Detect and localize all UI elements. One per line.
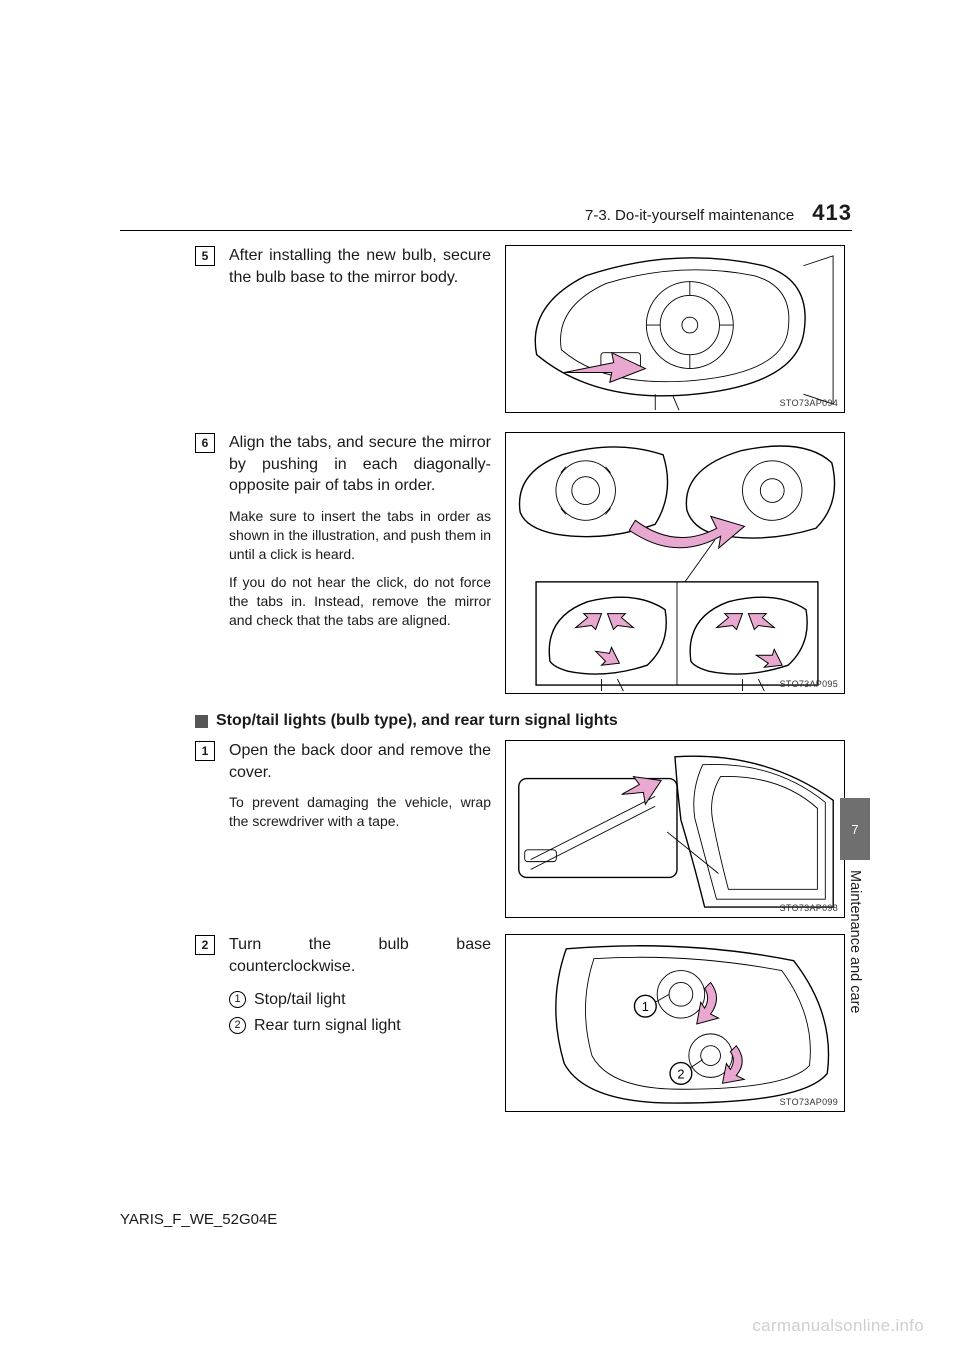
chapter-title-vertical: Maintenance and care xyxy=(840,870,870,1080)
diagram-code: STO73AP095 xyxy=(780,679,838,689)
diagram: 1 2 STO73AP099 xyxy=(505,934,845,1112)
step-illustration: STO73AP098 xyxy=(505,740,845,918)
page-header: 7-3. Do-it-yourself maintenance 413 xyxy=(120,200,852,226)
chapter-title: Maintenance and care xyxy=(847,870,863,1014)
subsection-title: Stop/tail lights (bulb type), and rear t… xyxy=(216,712,618,730)
step-body: Align the tabs, and secure the mirror by… xyxy=(229,432,491,497)
diagram-code: STO73AP099 xyxy=(780,1097,838,1107)
diagram-code: STO73AP094 xyxy=(780,398,838,408)
step-illustration: 1 2 STO73AP099 xyxy=(505,934,845,1112)
step-text: Open the back door and remove the cover.… xyxy=(229,740,491,918)
subsection-heading: Stop/tail lights (bulb type), and rear t… xyxy=(195,712,845,730)
step-text: Turn the bulb base counterclockwise. 1 S… xyxy=(229,934,491,1112)
chapter-tab: 7 xyxy=(840,798,870,860)
step-marker: 5 xyxy=(195,246,215,266)
sub-item-label: Stop/tail light xyxy=(254,987,346,1013)
step-text: After installing the new bulb, secure th… xyxy=(229,245,491,413)
bulb-base-diagram: 1 2 xyxy=(506,935,844,1111)
header-page-number: 413 xyxy=(812,200,852,226)
svg-text:2: 2 xyxy=(677,1066,684,1081)
header-divider xyxy=(120,230,852,231)
header-section-label: 7-3. Do-it-yourself maintenance xyxy=(585,207,794,224)
step-note: If you do not hear the click, do not for… xyxy=(229,573,491,630)
mirror-tabs-diagram xyxy=(506,433,844,693)
sub-list: 1 Stop/tail light 2 Rear turn signal lig… xyxy=(229,987,491,1038)
manual-page: 7-3. Do-it-yourself maintenance 413 5 Af… xyxy=(0,0,960,1358)
step-marker: 6 xyxy=(195,433,215,453)
step-illustration: STO73AP095 xyxy=(505,432,845,694)
diagram: STO73AP095 xyxy=(505,432,845,694)
diagram: STO73AP098 xyxy=(505,740,845,918)
svg-text:1: 1 xyxy=(642,999,649,1014)
document-code: YARIS_F_WE_52G04E xyxy=(120,1211,277,1228)
mirror-bulb-diagram xyxy=(506,246,844,412)
sub-item-label: Rear turn signal light xyxy=(254,1013,401,1039)
watermark: carmanualsonline.info xyxy=(752,1316,924,1336)
step-5: 5 After installing the new bulb, secure … xyxy=(195,245,845,413)
step-text: Align the tabs, and secure the mirror by… xyxy=(229,432,491,694)
step-body: After installing the new bulb, secure th… xyxy=(229,245,491,288)
list-item: 1 Stop/tail light xyxy=(229,987,491,1013)
diagram-code: STO73AP098 xyxy=(780,903,838,913)
step-note: To prevent damaging the vehicle, wrap th… xyxy=(229,793,491,831)
step-marker: 1 xyxy=(195,741,215,761)
circled-number-icon: 2 xyxy=(229,1017,246,1034)
step-body: Turn the bulb base counterclockwise. xyxy=(229,934,491,977)
step-illustration: STO73AP094 xyxy=(505,245,845,413)
square-bullet-icon xyxy=(195,715,208,728)
back-door-cover-diagram xyxy=(506,741,844,917)
step-1: 1 Open the back door and remove the cove… xyxy=(195,740,845,918)
step-2: 2 Turn the bulb base counterclockwise. 1… xyxy=(195,934,845,1112)
step-6: 6 Align the tabs, and secure the mirror … xyxy=(195,432,845,694)
step-note: Make sure to insert the tabs in order as… xyxy=(229,507,491,564)
circled-number-icon: 1 xyxy=(229,991,246,1008)
diagram: STO73AP094 xyxy=(505,245,845,413)
step-body: Open the back door and remove the cover. xyxy=(229,740,491,783)
step-marker: 2 xyxy=(195,935,215,955)
list-item: 2 Rear turn signal light xyxy=(229,1013,491,1039)
chapter-number: 7 xyxy=(851,822,858,837)
